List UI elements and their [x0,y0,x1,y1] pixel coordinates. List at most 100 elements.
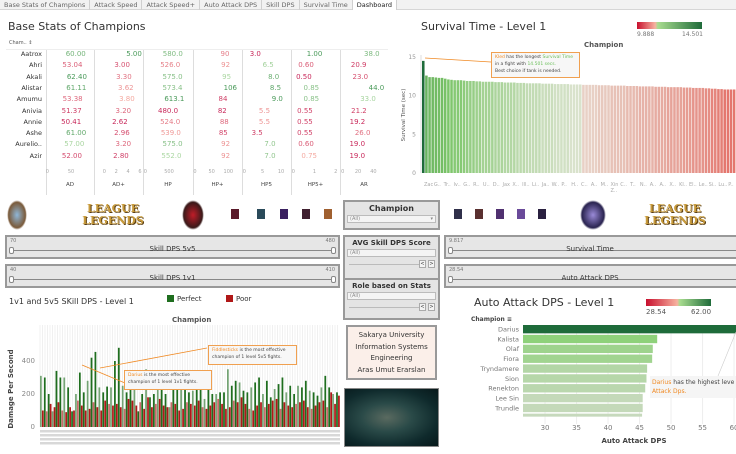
stat-cell: 0.50 [296,72,312,81]
champion-row-label[interactable]: Alistar [21,83,42,92]
role-select[interactable]: (All) [347,292,436,300]
x-tick-label: 60 [730,424,736,432]
survival-bar [651,86,654,173]
bar-poor [314,405,317,427]
bar-perfect [234,380,237,427]
stat-cell: 8.5 [269,83,282,92]
survival-bar [553,84,557,173]
tab-attack-speed[interactable]: Attack Speed [90,0,143,10]
bar-poor [338,395,340,427]
autoattack-bar [523,354,653,363]
survival-bar [431,77,434,173]
bar-perfect [117,347,120,427]
x-tick-label: El.. [689,182,697,188]
champion-row-label[interactable]: Azir [29,151,42,160]
survival-bar [422,60,425,173]
bar-perfect [316,395,319,427]
autoattack-bar [523,393,643,403]
survival-bar [616,85,620,173]
role-slider[interactable] [349,307,419,308]
champion-portrait-icon [324,209,332,219]
champion-row-label[interactable]: Akali [26,72,42,81]
bar-poor [162,405,165,427]
stat-cell: 62.40 [66,72,87,81]
stat-cell: 90 [220,50,230,58]
bar-perfect [114,361,116,427]
champion-row-label[interactable]: Annie [23,117,43,126]
x-tick-label: T.. [629,182,636,188]
rank-emblem-purple-icon [580,200,606,230]
slider-min-handle[interactable] [448,276,453,283]
survival-bar [591,84,595,173]
tab-dashboard[interactable]: Dashboard [352,0,398,10]
slider-min-handle[interactable] [448,247,453,254]
next-button[interactable]: > [428,260,435,268]
stat-cell: 106 [223,83,237,92]
survival-bar [500,82,504,173]
avg-skill-select[interactable]: (All) [347,249,436,257]
y-tick-label: 400 [22,357,35,365]
champion-row-label[interactable]: Ahri [28,61,42,70]
prev-button[interactable]: < [419,260,426,268]
bar-poor [267,403,270,427]
survival-bar [497,82,500,173]
slider-min-handle[interactable] [9,247,14,254]
champion-portrait-icon [454,209,462,219]
champion-row-label[interactable]: Ashe [26,129,42,138]
role-filter[interactable]: Role based on Stats (All) < > [343,278,440,320]
survival-bar [610,85,613,173]
x-tick-label: 55 [698,424,707,432]
credits-box: Sakarya University Information Systems E… [346,325,437,380]
prev-button[interactable]: < [419,303,426,311]
survival-bar [516,82,519,173]
stat-cell: 0.55 [297,106,313,115]
tab-skill-dps[interactable]: Skill DPS [262,0,300,10]
stat-cell: 0.55 [297,129,313,138]
avg-skill-dps-filter[interactable]: AVG Skill DPS Score (All) < > [343,235,440,281]
survival-bar [560,84,563,173]
survival-bar [688,87,692,173]
tab-auto-attack-dps[interactable]: Auto Attack DPS [200,0,263,10]
bar-perfect [324,375,327,427]
next-button[interactable]: > [428,303,435,311]
slider-min-handle[interactable] [9,276,14,283]
champion-dropdown[interactable]: (All) ▾ [347,215,436,223]
survival-bar [503,82,507,173]
avg-skill-slider[interactable] [349,264,419,265]
slider-max-handle[interactable] [331,276,336,283]
survival-time-slider[interactable]: 9.817 Survival Time [444,235,736,259]
champion-sort-header[interactable]: Cham.. ⇕ [9,40,33,46]
champion-portrait-icon [280,209,288,219]
champion-row-label[interactable]: Amumu [16,95,42,104]
bar-perfect [184,385,186,427]
skill-dps-5v5-slider[interactable]: 70 480 Skill DPS 5v5 [5,235,340,259]
bar-perfect [230,385,233,427]
champion-row-label[interactable]: Aurelio.. [15,140,42,149]
skill-dps-1v1-slider[interactable]: 40 410 Skill DPS 1v1 [5,264,340,288]
annotation-5v5: Fiddlesticks is the most effective champ… [208,345,297,365]
annotation-line [717,331,736,377]
autoattack-annotation: Darius has the highest leve Attack Dps. [650,376,736,398]
bar-poor [127,398,130,427]
bar-poor [154,403,157,427]
x-tick-label: 35 [572,424,581,432]
bar-poor [260,402,262,427]
slider-max-handle[interactable] [331,247,336,254]
survival-bar [478,81,482,173]
champion-row-label[interactable]: Anivia [21,106,42,115]
survival-bar [726,89,730,173]
column-header-ar: AR [360,182,368,188]
stat-cell: 3.20 [115,106,132,115]
tab-attack-speed-[interactable]: Attack Speed+ [142,0,201,10]
tab-survival-time[interactable]: Survival Time [300,0,353,10]
bar-perfect [211,394,214,427]
stat-cell: 5.00 [126,50,142,58]
autoattack-y-header[interactable]: Champion ≡ [471,316,512,323]
auto-attack-dps-slider[interactable]: 28.54 Auto Attack DPS [444,264,736,288]
stat-cell: 92 [221,151,231,160]
champion-filter[interactable]: Champion (All) ▾ [343,200,440,230]
survival-bar [641,86,645,173]
bar-perfect [308,390,311,427]
tab-base-stats-of-champions[interactable]: Base Stats of Champions [0,0,91,10]
champion-row-label[interactable]: Aatrox [20,50,42,58]
